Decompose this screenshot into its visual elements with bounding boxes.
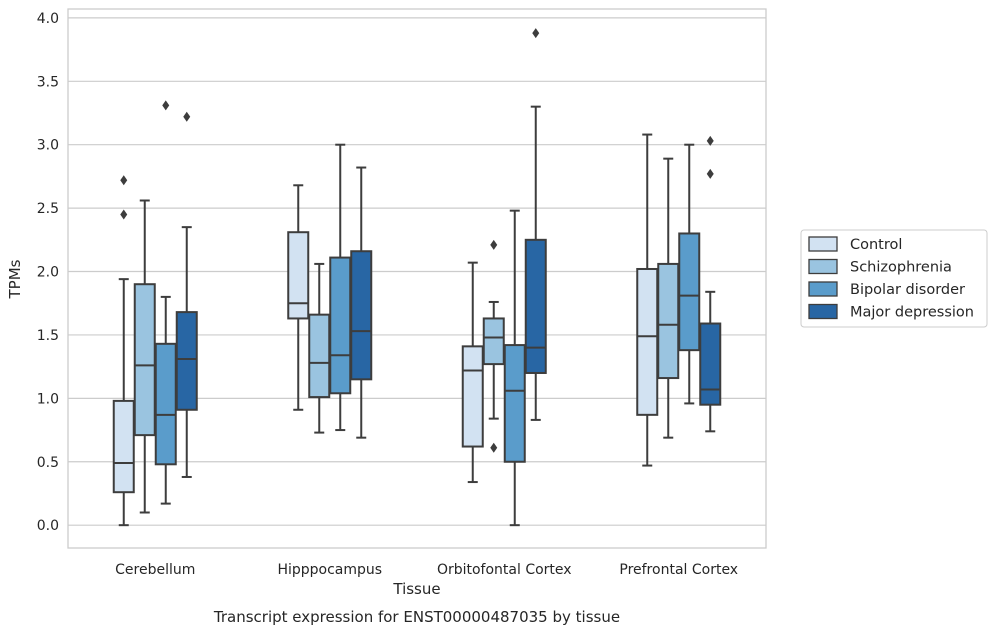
box: [699, 135, 722, 433]
box-body: [112, 399, 135, 494]
y-tick-label: 0.0: [37, 518, 59, 534]
box: [482, 239, 505, 453]
x-axis-ticks: Cerebellum Hipppocampus Orbitofontal Corte…: [115, 562, 738, 578]
box-body: [699, 322, 722, 406]
legend-item: Schizophrenia: [808, 258, 952, 276]
legend-swatch: [808, 258, 838, 275]
box: [636, 133, 659, 467]
x-tick-label: Prefrontal Cortex: [619, 562, 738, 578]
x-axis-label: Tissue: [392, 580, 440, 598]
y-axis-ticks: 0.0 0.5 1.0 1.5 2.0 2.5 3.0 3.5 4.0: [37, 11, 59, 534]
box-body: [524, 238, 547, 374]
legend-item: Bipolar disorder: [808, 281, 965, 298]
legend-item: Control: [808, 236, 902, 253]
box-body: [350, 250, 373, 381]
y-tick-label: 2.0: [37, 265, 59, 281]
x-tick-label: Cerebellum: [115, 562, 195, 578]
box: [503, 209, 526, 527]
x-tick-label: Hipppocampus: [277, 562, 382, 578]
box-body: [636, 267, 659, 416]
box: [329, 143, 352, 432]
legend-label: Bipolar disorder: [850, 282, 965, 298]
plot-frame: [67, 8, 767, 549]
y-tick-label: 4.0: [37, 11, 59, 27]
y-tick-label: 1.5: [37, 328, 59, 344]
outlier-point: [706, 168, 714, 179]
y-tick-label: 0.5: [37, 455, 59, 471]
y-tick-label: 3.5: [37, 74, 59, 90]
y-tick-label: 2.5: [37, 201, 59, 217]
box-body: [657, 262, 680, 380]
outlier-point: [120, 209, 128, 220]
box-body: [329, 256, 352, 395]
outlier-point: [706, 135, 714, 146]
y-tick-label: 3.0: [37, 138, 59, 154]
box-body: [678, 232, 701, 352]
box-body: [461, 345, 484, 448]
box-body: [287, 231, 310, 320]
y-axis-label: TPMs: [6, 259, 24, 299]
box: [524, 28, 547, 421]
outlier-point: [490, 239, 498, 250]
box: [350, 166, 373, 439]
outlier-point: [120, 175, 128, 186]
outlier-point: [532, 28, 540, 39]
legend: Control Schizophrenia Bipolar disorder Majo…: [800, 229, 988, 328]
legend-item: Major depression: [808, 303, 974, 321]
x-tick-label: Orbitofontal Cortex: [437, 562, 572, 578]
box-body: [503, 344, 526, 463]
box: [308, 262, 331, 434]
outlier-point: [183, 111, 191, 122]
outlier-point: [490, 442, 498, 453]
outlier-point: [162, 100, 170, 111]
legend-label: Major depression: [850, 305, 974, 321]
legend-label: Schizophrenia: [850, 260, 952, 276]
legend-swatch: [808, 303, 838, 320]
box-body: [308, 313, 331, 399]
legend-frame: [800, 229, 988, 328]
box-body: [175, 311, 198, 411]
box: [461, 261, 484, 484]
box-body: [154, 342, 177, 466]
boxes: [112, 28, 722, 527]
box: [678, 143, 701, 405]
box-body: [482, 317, 505, 366]
legend-label: Control: [850, 237, 902, 253]
box: [287, 184, 310, 411]
box: [175, 111, 198, 478]
box: [112, 175, 135, 527]
chart-title: Transcript expression for ENST0000048703…: [213, 608, 620, 626]
box-body: [133, 283, 156, 437]
y-tick-label: 1.0: [37, 391, 59, 407]
legend-swatch: [808, 236, 838, 252]
legend-swatch: [808, 281, 838, 297]
